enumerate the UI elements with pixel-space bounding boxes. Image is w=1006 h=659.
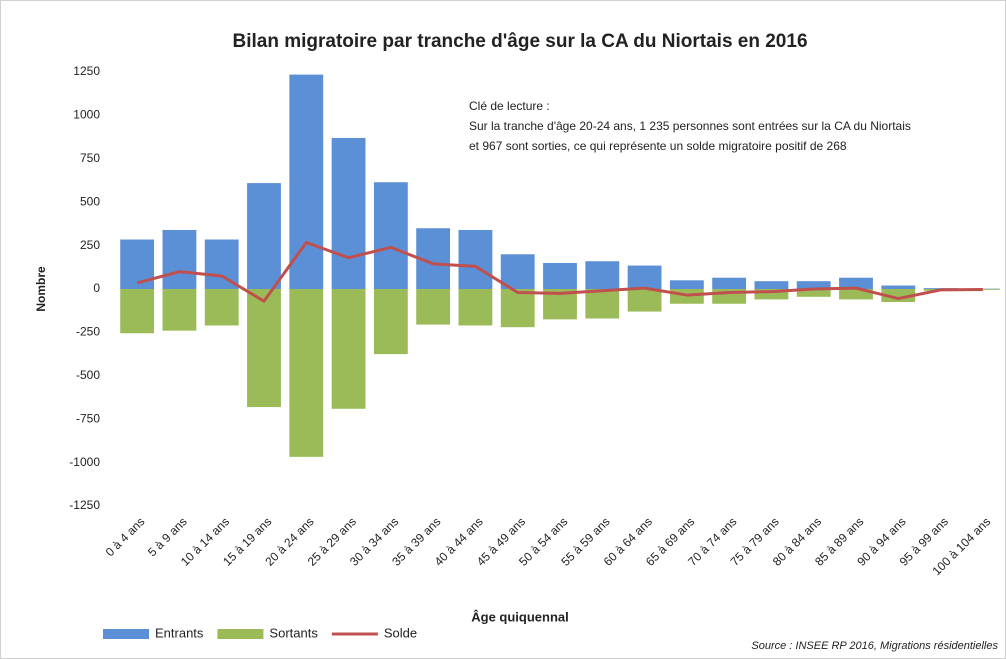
y-axis-label: Nombre [34, 266, 48, 312]
bar [881, 285, 916, 289]
bar [543, 262, 577, 289]
bar [669, 280, 704, 289]
bar [247, 183, 281, 289]
y-tick-label: -750 [76, 411, 100, 425]
x-axis-label: Âge quiquennal [471, 609, 569, 624]
y-tick-label: -1250 [69, 498, 100, 512]
bar [458, 229, 493, 289]
chart-title: Bilan migratoire par tranche d'âge sur l… [232, 31, 807, 52]
y-tick-label: 500 [80, 194, 100, 208]
bar [458, 289, 493, 326]
bar [965, 289, 1000, 290]
y-tick-label: -250 [76, 325, 100, 339]
bar [754, 289, 789, 300]
y-tick-label: 1000 [73, 108, 100, 122]
bar [416, 289, 451, 325]
bar [162, 289, 197, 331]
line [136, 240, 983, 303]
bar [796, 281, 831, 289]
bar [247, 289, 281, 408]
bar [289, 74, 324, 289]
y-tick-label: 1250 [73, 64, 100, 78]
annotation: Clé de lecture : [469, 99, 550, 113]
legend-label: Solde [384, 625, 417, 640]
bar [839, 277, 873, 289]
y-tick-label: -1000 [69, 455, 100, 469]
annotation: Sur la tranche d'âge 20-24 ans, 1 235 pe… [469, 119, 911, 133]
bar [162, 229, 197, 289]
source: Source : INSEE RP 2016, Migrations résid… [751, 640, 998, 652]
bar [289, 289, 324, 457]
y-tick-label: 0 [93, 281, 100, 295]
legend-swatch [217, 629, 264, 639]
bar [627, 265, 662, 289]
y-tick-label: 250 [80, 238, 100, 252]
annotation: et 967 sont sorties, ce qui représente u… [469, 139, 847, 153]
bar [585, 289, 620, 319]
bar [881, 289, 916, 303]
bar [712, 277, 747, 289]
bar [120, 289, 155, 334]
legend-label: Sortants [269, 625, 318, 640]
bar [500, 254, 535, 289]
bar [839, 289, 873, 300]
bar [204, 239, 239, 289]
bar [627, 289, 662, 312]
y-tick-label: -500 [76, 368, 100, 382]
legend-swatch [103, 629, 149, 639]
y-tick-label: 750 [80, 151, 100, 165]
bar [754, 281, 789, 289]
bar [500, 289, 535, 328]
bar [373, 182, 408, 289]
legend-label: Entrants [155, 625, 204, 640]
bar [204, 289, 239, 326]
bar [585, 261, 620, 289]
bar [331, 289, 366, 409]
bar [373, 289, 408, 355]
bar [331, 137, 366, 289]
bar [796, 289, 831, 297]
